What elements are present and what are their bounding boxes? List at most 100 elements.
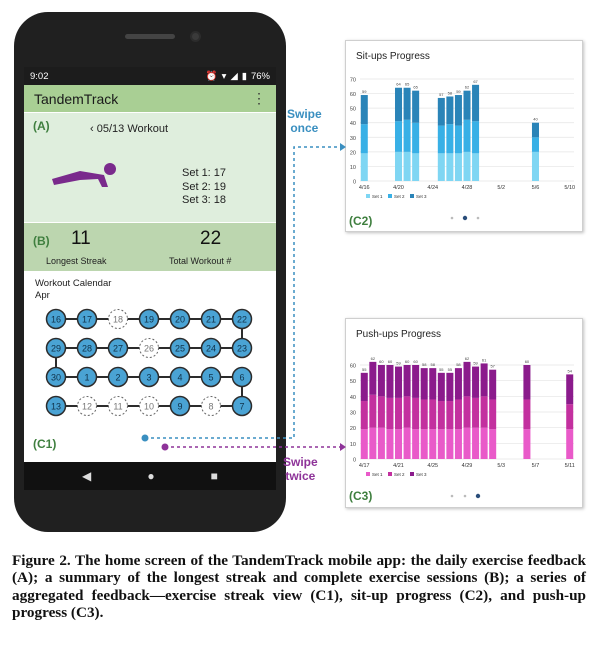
calendar-day — [201, 396, 221, 416]
front-camera — [190, 31, 201, 42]
status-icons: ⏰ ▾ ◢ ▮ 76% — [206, 71, 270, 82]
chevron-left-icon[interactable]: ‹ — [90, 123, 97, 135]
legend-label: Set 1 — [372, 472, 383, 477]
data-label: 65 — [413, 85, 418, 90]
calendar-day — [138, 366, 160, 388]
section-a-label: (A) — [33, 119, 50, 133]
x-tick-label: 5/3 — [497, 463, 505, 469]
calendar-day-number: 20 — [175, 315, 185, 325]
phone-frame: 9:02 ⏰ ▾ ◢ ▮ 76% TandemTrack ⋮ (A) ‹ 05/… — [14, 12, 286, 532]
total-workout-value: 22 — [200, 228, 222, 249]
bar-segment — [420, 429, 428, 459]
swipe-twice-arrowhead — [340, 443, 346, 451]
data-label: 60 — [388, 359, 393, 364]
y-tick-label: 20 — [350, 426, 356, 432]
battery-level: 76% — [250, 70, 270, 82]
bar-segment — [472, 366, 480, 398]
calendar-day — [76, 366, 98, 388]
calendar-day — [107, 337, 129, 359]
calendar-day-number: 1 — [84, 373, 89, 383]
calendar-day-number: 24 — [206, 344, 216, 354]
calendar-day — [231, 308, 253, 330]
bar-segment — [489, 399, 497, 430]
calendar-day-number: 5 — [208, 373, 213, 383]
pushups-progress-card: Push-ups Progress 0 10 20 30 40 50 60 55 62 60 60 5… — [345, 318, 583, 508]
bar-segment — [454, 125, 462, 154]
calendar-day — [45, 308, 67, 330]
caption-lead: Figure 2. — [12, 552, 71, 569]
y-tick-label: 60 — [350, 92, 356, 98]
calendar-day — [200, 337, 222, 359]
alarm-icon: ⏰ — [205, 70, 218, 82]
bar-segment — [531, 137, 539, 152]
bar-segment — [403, 427, 411, 459]
daily-feedback-section: (A) ‹ 05/13 Workout Set 1: 17 Set 2: 19 … — [24, 113, 276, 222]
workout-date: 05/13 Workout — [96, 123, 169, 135]
set-1-count: Set 1: 17 — [182, 167, 227, 179]
calendar-day — [231, 366, 253, 388]
calendar-day-number: 10 — [144, 402, 154, 412]
bar-segment — [403, 365, 411, 397]
bar-segment — [463, 361, 471, 397]
bar-segment — [360, 401, 368, 430]
data-label: 64 — [396, 82, 401, 87]
calendar-day-number: 7 — [239, 402, 244, 412]
bar-segment — [360, 95, 368, 125]
data-label: 60 — [379, 359, 384, 364]
vertical-dots-icon[interactable]: ⋮ — [252, 90, 266, 106]
bar-segment — [446, 372, 454, 402]
data-label: 58 — [456, 362, 461, 367]
calendar-day-number: 25 — [175, 344, 185, 354]
streak-calendar-section: Workout Calendar Apr 16 17 18 19 20 21 22 29 28 2… — [24, 272, 276, 462]
x-tick-label: 5/11 — [565, 463, 575, 469]
bar-segment — [566, 374, 574, 405]
data-label: 58 — [422, 362, 427, 367]
x-tick-label: 5/7 — [532, 463, 540, 469]
bar-segment — [420, 368, 428, 400]
bar-segment — [489, 429, 497, 459]
bar-segment — [472, 121, 480, 154]
data-label: 65 — [405, 82, 410, 87]
legend-swatch — [410, 194, 414, 198]
bar-segment — [412, 90, 420, 123]
data-label: 60 — [525, 359, 530, 364]
y-tick-label: 20 — [350, 150, 356, 156]
calendar-day-number: 12 — [82, 402, 92, 412]
bar-segment — [360, 372, 368, 402]
swipe-twice-word2: twice — [285, 469, 316, 483]
calendar-day-number: 6 — [239, 373, 244, 383]
swipe-twice-origin — [161, 443, 169, 451]
calendar-day — [45, 337, 67, 359]
bar-segment — [429, 399, 437, 430]
set-3-count: Set 3: 18 — [182, 194, 227, 206]
workout-date-nav[interactable]: ‹ 05/13 Workout — [90, 123, 168, 135]
calendar-day — [169, 308, 191, 330]
section-b-label: (B) — [33, 234, 50, 248]
calendar-day-number: 29 — [51, 344, 61, 354]
back-icon[interactable]: ◀ — [82, 469, 92, 483]
android-nav-bar: ◀ ● ■ — [24, 462, 276, 490]
y-tick-label: 10 — [350, 165, 356, 171]
data-label: 61 — [482, 357, 487, 362]
bar-segment — [437, 372, 445, 402]
total-workout-label: Total Workout # — [169, 256, 232, 266]
bar-segment — [566, 404, 574, 430]
home-icon[interactable]: ● — [147, 469, 155, 483]
legend-swatch — [388, 472, 392, 476]
calendar-day — [107, 366, 129, 388]
bar-segment — [386, 397, 394, 430]
x-tick-label: 4/29 — [462, 463, 473, 469]
data-label: 57 — [439, 92, 444, 97]
data-label: 55 — [362, 367, 367, 372]
bar-segment — [566, 429, 574, 459]
longest-streak-value: 11 — [71, 228, 91, 249]
recents-icon[interactable]: ■ — [210, 469, 218, 483]
speaker-grille — [125, 34, 175, 39]
bar-segment — [360, 124, 368, 154]
status-time: 9:02 — [30, 70, 49, 82]
x-tick-label: 4/17 — [359, 463, 370, 469]
calendar-day-number: 27 — [113, 344, 123, 354]
swipe-once-arrowhead — [340, 143, 346, 151]
data-label: 62 — [371, 356, 376, 361]
